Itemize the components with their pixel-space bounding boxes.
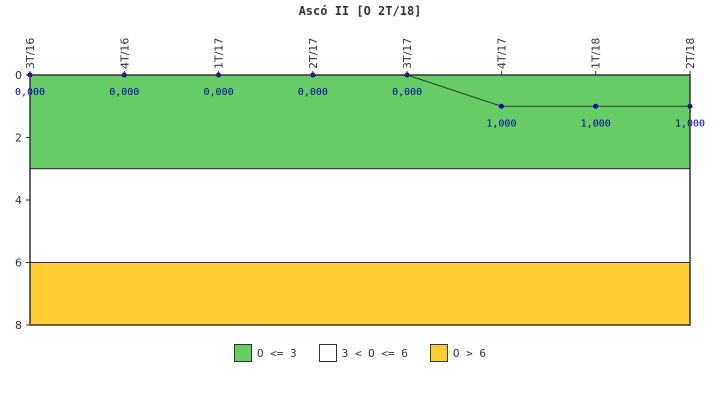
data-label: 0,000 [109, 87, 139, 98]
x-tick-label: 4T/17 [495, 38, 508, 69]
data-label: 1,000 [581, 118, 611, 129]
x-tick-label: 2T/18 [684, 38, 697, 69]
data-label: 0,000 [298, 87, 328, 98]
x-tick-label: 3T/17 [401, 38, 414, 69]
legend-swatch-mid [318, 344, 337, 362]
x-tick-label: 3T/16 [24, 38, 37, 69]
data-point [593, 103, 599, 109]
data-point [498, 103, 504, 109]
legend-label-high: O > 6 [452, 346, 487, 360]
y-tick-label: 6 [15, 257, 22, 270]
x-tick-label: 1T/18 [590, 38, 603, 69]
x-tick-label: 2T/17 [307, 38, 320, 69]
legend-item-low: O <= 3 [233, 344, 297, 362]
legend-swatch-low [233, 344, 252, 362]
legend-label-low: O <= 3 [256, 346, 297, 360]
band-2 [29, 262, 691, 326]
legend: O <= 3 3 < O <= 6 O > 6 [0, 344, 720, 362]
y-tick-label: 0 [15, 69, 22, 82]
x-tick-label: 4T/16 [118, 38, 131, 69]
data-label: 1,000 [486, 118, 516, 129]
legend-item-mid: 3 < O <= 6 [318, 344, 408, 362]
y-tick-label: 4 [15, 194, 22, 207]
y-tick-label: 8 [15, 319, 22, 332]
y-tick-label: 2 [15, 132, 22, 145]
legend-swatch-high [429, 344, 448, 362]
band-0 [29, 74, 691, 170]
band-1 [29, 168, 691, 263]
legend-item-high: O > 6 [429, 344, 487, 362]
legend-label-mid: 3 < O <= 6 [341, 346, 408, 360]
data-label: 0,000 [392, 87, 422, 98]
chart-title: Ascó II [O 2T/18] [299, 4, 422, 18]
data-label: 0,000 [204, 87, 234, 98]
x-tick-label: 1T/17 [213, 38, 226, 69]
plot-frame [29, 74, 691, 326]
